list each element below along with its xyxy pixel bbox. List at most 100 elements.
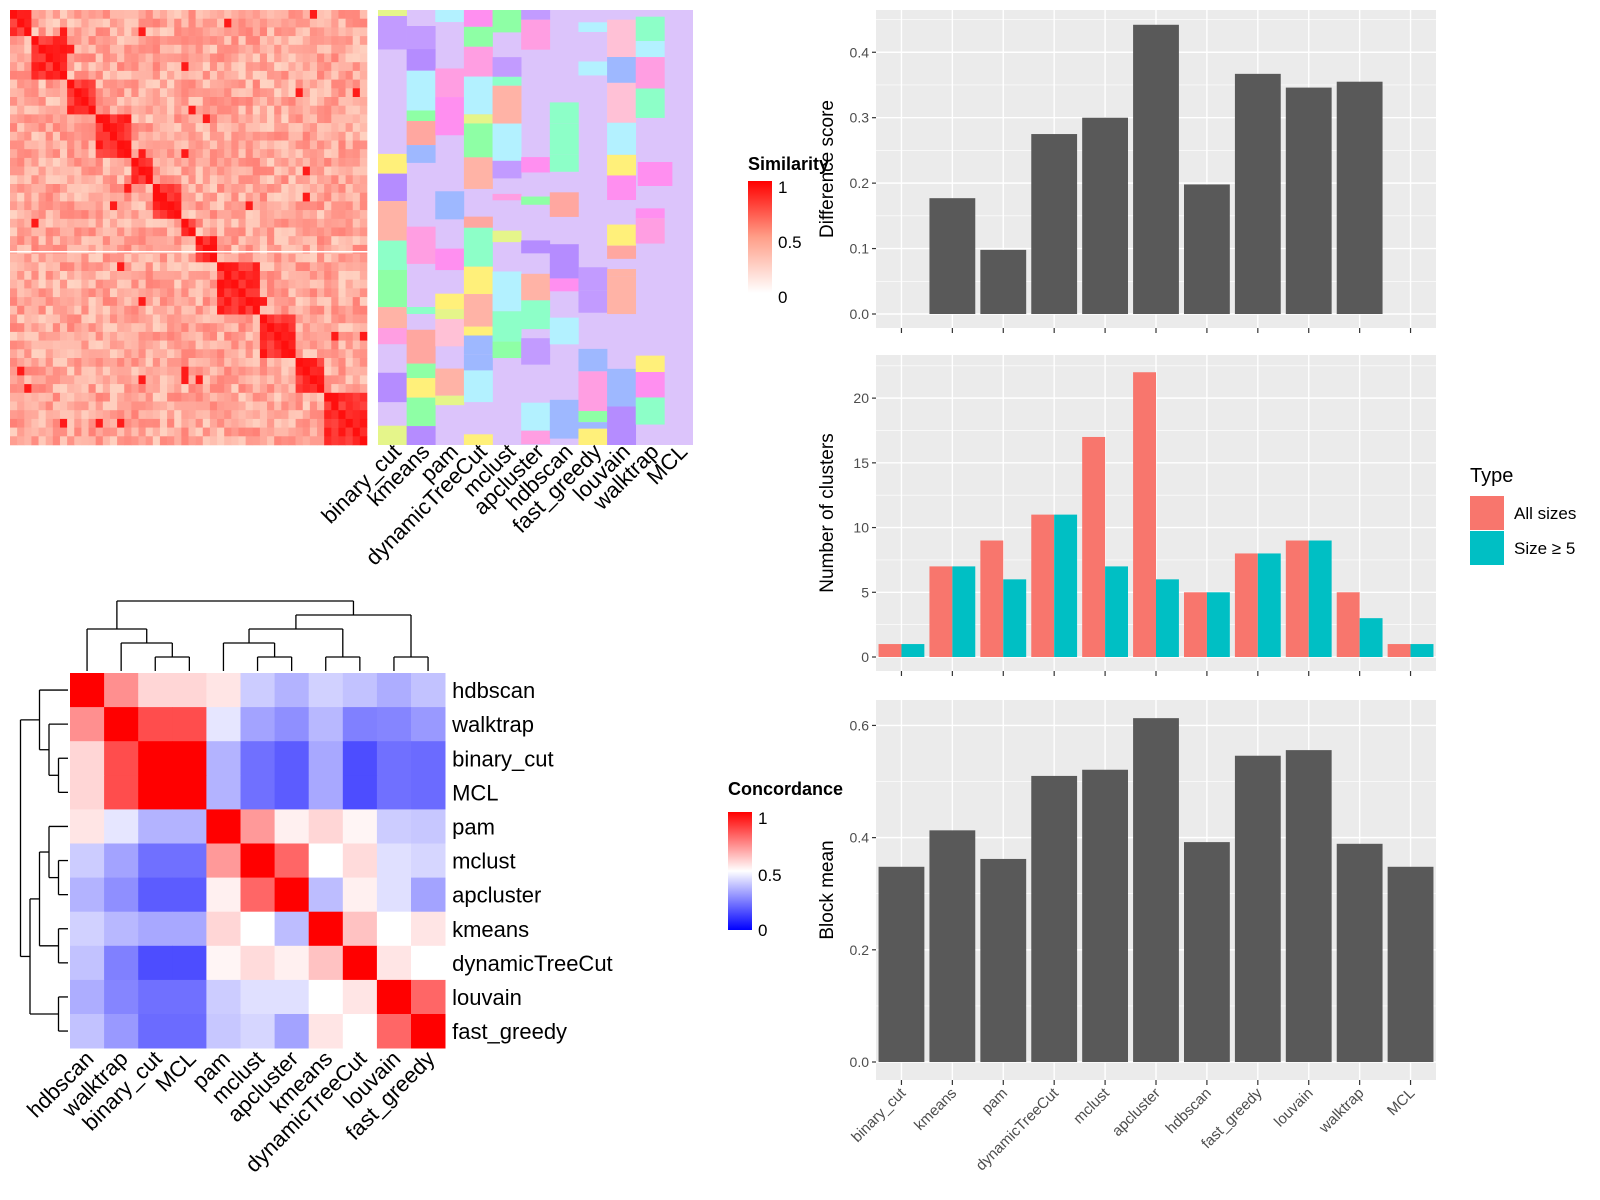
similarity-cell [252, 331, 261, 341]
membership-cell [492, 10, 522, 33]
similarity-cell [359, 70, 368, 80]
x-axis-label-apcluster: apcluster [1109, 1085, 1164, 1140]
similarity-cell [131, 401, 139, 411]
similarity-cell [102, 114, 111, 124]
similarity-cell [324, 62, 332, 72]
similarity-cell [124, 297, 132, 307]
similarity-cell [59, 375, 68, 385]
similarity-cell [238, 157, 246, 167]
membership-cell [435, 248, 465, 271]
similarity-cell [274, 340, 282, 350]
similarity-cell [10, 123, 18, 133]
similarity-cell [209, 418, 218, 428]
similarity-cell [24, 305, 32, 315]
similarity-cell [288, 88, 296, 98]
similarity-cell [138, 227, 146, 237]
similarity-cell [138, 340, 146, 350]
concordance-cell-hdbscan-mclust [240, 673, 275, 708]
similarity-cell [324, 227, 332, 237]
similarity-cell [338, 157, 346, 167]
similarity-cell [124, 201, 132, 211]
similarity-cell [274, 44, 282, 54]
similarity-cell [52, 262, 61, 272]
similarity-cell [95, 288, 104, 298]
similarity-cell [10, 392, 18, 402]
similarity-cell [45, 244, 54, 254]
similarity-cell [102, 166, 111, 176]
similarity-cell [202, 157, 211, 167]
similarity-cell [288, 436, 296, 446]
similarity-cell [88, 314, 96, 324]
similarity-cell [109, 210, 118, 220]
similarity-cell [259, 314, 268, 324]
similarity-cell [10, 366, 18, 376]
similarity-cell [181, 305, 189, 315]
similarity-cell [317, 323, 325, 333]
similarity-cell [152, 436, 161, 446]
number-of-clusters-bar-mcl-all-sizes [1387, 644, 1411, 657]
similarity-cell [252, 210, 261, 220]
similarity-cell [145, 88, 154, 98]
similarity-cell [317, 201, 325, 211]
similarity-cell [88, 201, 96, 211]
membership-cell [406, 378, 436, 398]
membership-cell [463, 157, 493, 189]
similarity-cell [167, 114, 175, 124]
similarity-cell [167, 340, 175, 350]
similarity-cell [238, 97, 246, 106]
similarity-cell [31, 314, 39, 324]
similarity-cell [38, 157, 46, 167]
similarity-cell [259, 418, 268, 428]
similarity-cell [317, 418, 325, 428]
similarity-cell [359, 175, 368, 185]
similarity-cell [238, 349, 246, 359]
similarity-cell [109, 340, 118, 350]
similarity-cell [288, 244, 296, 254]
similarity-cell [67, 358, 75, 367]
membership-cell [607, 224, 637, 246]
similarity-cell [131, 44, 139, 54]
similarity-cell [224, 331, 232, 341]
similarity-cell [252, 88, 261, 98]
similarity-cell [288, 53, 296, 63]
similarity-cell [202, 166, 211, 176]
similarity-cell [117, 201, 125, 211]
similarity-cell [138, 105, 146, 115]
similarity-cell [145, 192, 154, 202]
similarity-cell [259, 131, 268, 141]
similarity-cell [131, 62, 139, 72]
concordance-cell-fast-greedy-binary-cut [138, 1014, 173, 1049]
similarity-cell [145, 70, 154, 80]
membership-cell [521, 157, 551, 173]
similarity-cell [252, 131, 261, 141]
similarity-cell [10, 218, 18, 228]
similarity-cell [345, 323, 354, 333]
similarity-cell [188, 166, 196, 176]
similarity-cell [309, 297, 318, 307]
similarity-cell [10, 27, 18, 37]
similarity-cell [81, 10, 89, 19]
similarity-cell [88, 105, 96, 115]
similarity-cell [245, 436, 254, 446]
similarity-cell [295, 384, 304, 394]
similarity-cell [331, 184, 339, 193]
similarity-cell [345, 53, 354, 63]
similarity-cell [88, 157, 96, 167]
similarity-cell [188, 184, 196, 193]
similarity-cell [159, 244, 168, 254]
similarity-cell [231, 288, 239, 298]
similarity-cell [17, 236, 25, 246]
similarity-cell [331, 401, 339, 411]
similarity-cell [138, 410, 146, 420]
similarity-cell [159, 105, 168, 115]
similarity-cell [245, 410, 254, 420]
similarity-cell [38, 114, 46, 124]
similarity-cell [359, 288, 368, 298]
similarity-cell [117, 323, 125, 333]
similarity-cell [81, 279, 89, 289]
concordance-cell-apcluster-apcluster [274, 877, 310, 913]
similarity-cell [159, 288, 168, 298]
similarity-cell [38, 44, 46, 54]
similarity-cell [31, 201, 39, 211]
similarity-cell [145, 401, 154, 411]
